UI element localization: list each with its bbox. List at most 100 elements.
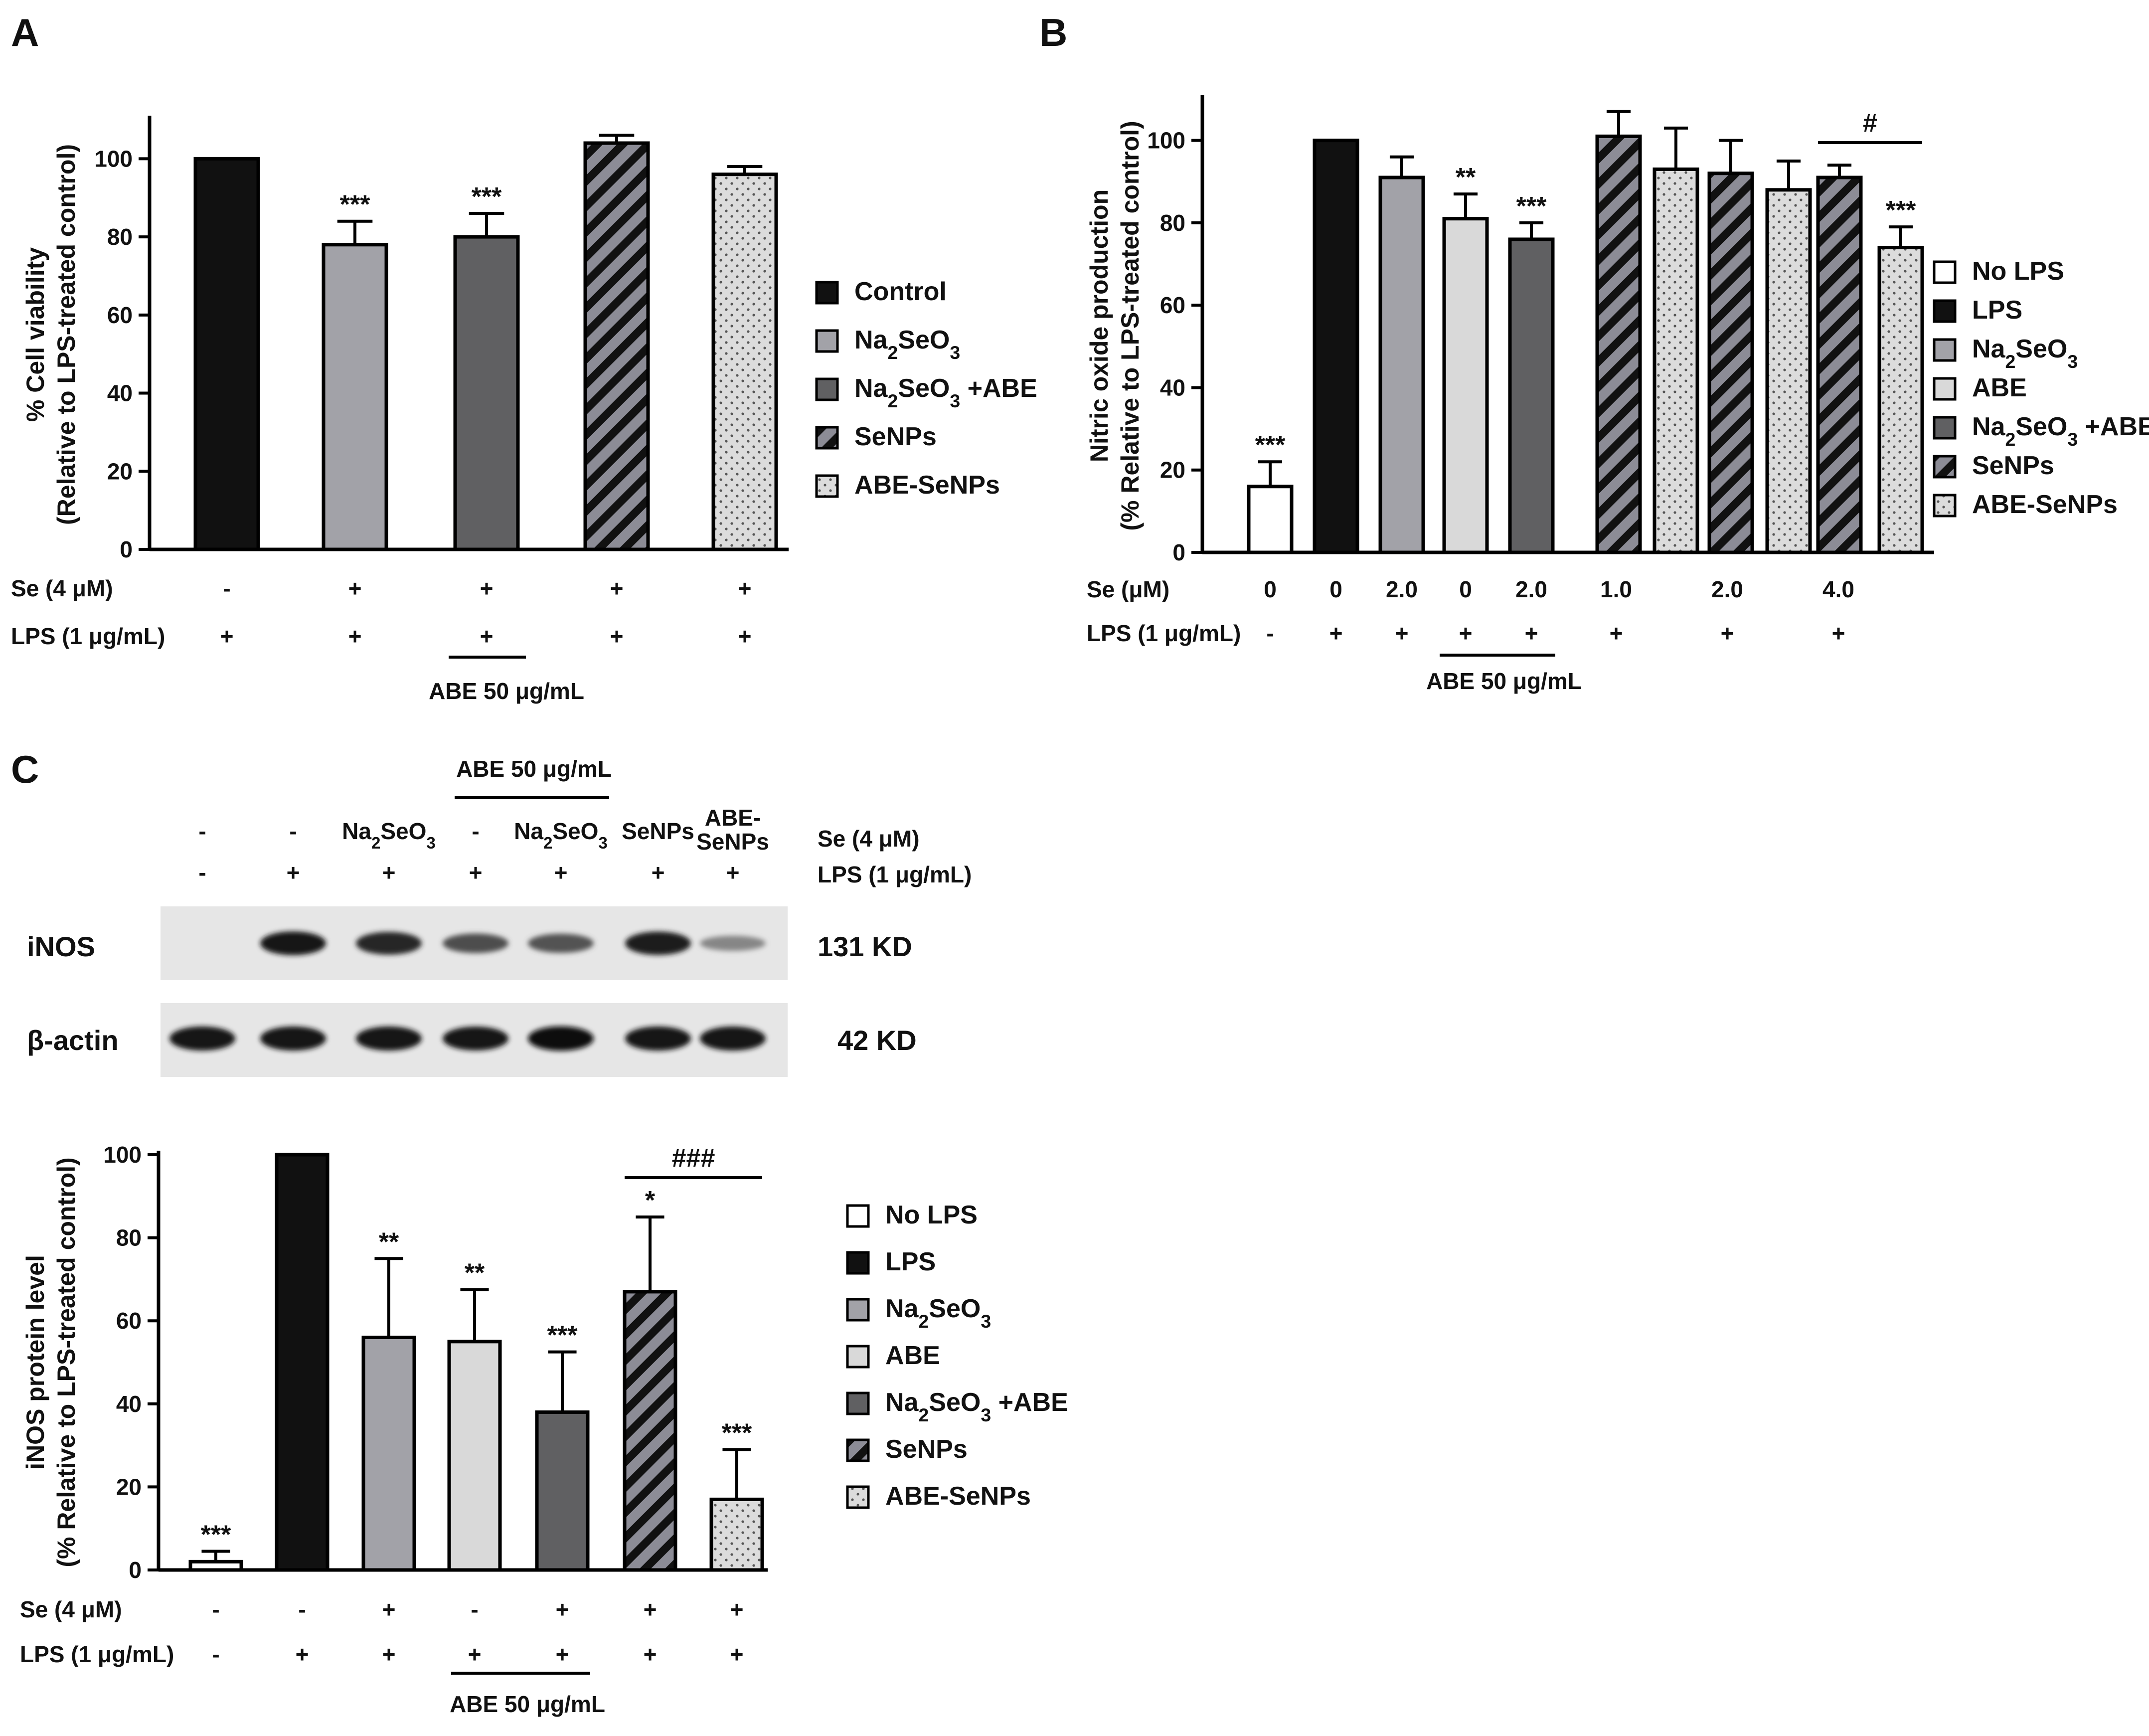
blot-band [169, 1026, 235, 1051]
condition-row-value: + [644, 1596, 657, 1622]
significance-mark: *** [1516, 192, 1547, 221]
blot-band [528, 1026, 594, 1051]
condition-row-value: - [471, 1596, 478, 1622]
y-axis-title: (Relative to LPS-treated control) [52, 144, 80, 525]
condition-row-label: Se (4 μM) [20, 1596, 122, 1622]
lane-header: - [289, 818, 297, 844]
lps-row-label: LPS (1 μg/mL) [1087, 620, 1241, 646]
text-part: SeNPs [622, 818, 694, 844]
y-tick-label: 20 [1160, 457, 1185, 483]
se-row-value: 4.0 [1822, 576, 1854, 602]
bar-SeNPs 4.0 [1816, 175, 1863, 554]
text-part: Control [854, 277, 947, 306]
condition-row-value: + [348, 575, 362, 601]
legend-label: ABE [885, 1341, 940, 1370]
se-row-value: 2.0 [1711, 576, 1743, 602]
legend-swatch [815, 377, 839, 401]
legend-swatch [846, 1391, 870, 1415]
lane-header-line: SeNPs [696, 829, 769, 855]
legend-swatch [1933, 338, 1957, 362]
legend-swatch [846, 1204, 870, 1228]
blot-lps-value: + [652, 860, 665, 885]
blot-band [625, 931, 691, 955]
bar-SeNPs 1.0 [1595, 134, 1642, 554]
y-axis-title: iNOS protein level [21, 1255, 49, 1470]
y-tick-label: 20 [107, 458, 133, 484]
legend-swatch [846, 1298, 870, 1322]
subscript: 2 [371, 834, 380, 853]
formula-part: SeO [2015, 335, 2067, 363]
chart-a: *** *** 0 20 40 60 80 100 % Cell viability (Relat… [11, 116, 1037, 704]
condition-row-label: LPS (1 μg/mL) [11, 623, 165, 649]
bar-ABE-SeNPs [709, 1497, 764, 1572]
bar-SeNPs 2.0 [1707, 172, 1754, 554]
formula-part: Na [854, 326, 888, 354]
panel-label-b: B [1039, 10, 1067, 54]
condition-row-value: + [480, 575, 494, 601]
subscript: 3 [950, 390, 960, 411]
legend-swatch [815, 281, 839, 305]
bar-ABE [1442, 217, 1489, 554]
text-part: No LPS [885, 1201, 978, 1229]
condition-row-value: + [468, 1641, 482, 1667]
significance-mark: *** [201, 1521, 231, 1550]
lane-header-line: ABE- [705, 805, 761, 831]
legend-swatch [815, 474, 839, 498]
legend-label: SeNPs [1972, 451, 2054, 480]
subscript: 3 [981, 1404, 991, 1425]
subscript: 2 [887, 390, 898, 411]
bar-SeNPs [583, 141, 650, 551]
condition-row-value: + [480, 623, 494, 649]
formula-part: SeO [380, 818, 426, 844]
formula-part: SeO [929, 1294, 981, 1323]
legend-swatch [815, 426, 839, 450]
significance-mark: ** [465, 1259, 485, 1288]
blot-lps-value: + [469, 860, 483, 885]
condition-row-label: Se (4 μM) [11, 575, 113, 601]
text-part: - [472, 818, 479, 844]
blot-row-name: iNOS [27, 931, 95, 962]
se-row-value: 2.0 [1386, 576, 1418, 602]
text-part: SeNPs [1972, 451, 2054, 480]
blot-row-size: 131 KD [818, 931, 912, 962]
subscript: 3 [2067, 429, 2078, 450]
y-tick-label: 60 [107, 302, 133, 328]
blot-band [528, 933, 594, 953]
se-row-label: Se (μM) [1087, 576, 1169, 602]
lane-header: - [198, 818, 206, 844]
blot-band [356, 932, 422, 955]
blot-row-size: 42 KD [837, 1025, 917, 1056]
text-part: - [198, 818, 206, 844]
bar-ABE [447, 1340, 502, 1572]
bar-Control [193, 157, 260, 551]
condition-row-value: + [220, 623, 234, 649]
blot-band [700, 1026, 766, 1051]
y-tick-label: 100 [103, 1142, 142, 1168]
text-part: ABE-SeNPs [854, 471, 1000, 500]
condition-row-value: + [382, 1641, 396, 1667]
lane-header: SeNPs [622, 818, 694, 844]
significance-mark: *** [340, 190, 370, 219]
formula-part: SeO [898, 326, 950, 354]
blot-band [260, 1026, 326, 1051]
formula-part: SeO [552, 818, 598, 844]
legend-swatch [1933, 455, 1957, 479]
y-tick-label: 60 [116, 1308, 142, 1334]
blot-lps-value: + [287, 860, 300, 885]
y-tick-label: 0 [120, 536, 133, 562]
bar-ABE-SeNPs 4.0 [1877, 245, 1924, 554]
legend-label: ABE-SeNPs [885, 1482, 1031, 1511]
bar-ABE-SeNPs 1.0 [1653, 167, 1699, 554]
text-part: +ABE [991, 1388, 1068, 1417]
blot-band [260, 931, 326, 955]
blot-lps-label: LPS (1 μg/mL) [818, 862, 972, 887]
bar-ABE-SeNPs 2.0 [1765, 188, 1812, 554]
formula-part: SeO [929, 1388, 981, 1417]
blot-lps-value: - [198, 860, 206, 885]
y-tick-label: 60 [1160, 292, 1185, 318]
formula-part: SeO [898, 374, 950, 403]
condition-row-value: + [556, 1641, 569, 1667]
legend-label: SeNPs [885, 1435, 968, 1464]
condition-row-value: - [223, 575, 230, 601]
significance-mark: *** [722, 1418, 752, 1447]
